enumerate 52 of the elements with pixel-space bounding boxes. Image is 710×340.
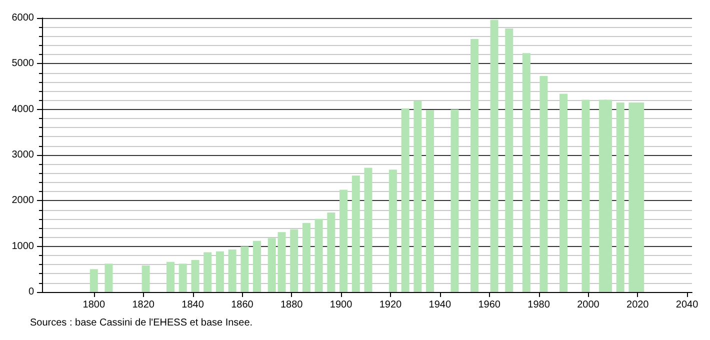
x-tick-label: 2000 <box>577 300 600 310</box>
bar <box>426 110 434 292</box>
bar <box>327 212 336 292</box>
x-tick-label: 1860 <box>231 300 254 310</box>
y-tick-label: 6000 <box>12 12 34 24</box>
x-tick-label: 1900 <box>330 300 353 310</box>
bar <box>414 100 422 292</box>
bar <box>559 94 568 292</box>
x-tick-label: 1940 <box>428 300 452 310</box>
y-tick-label: 2000 <box>12 195 34 206</box>
bar <box>352 176 360 292</box>
bar <box>450 109 459 292</box>
bar <box>340 190 348 292</box>
bar <box>470 39 479 292</box>
bar <box>191 260 200 292</box>
x-tick-label: 1840 <box>182 300 204 310</box>
bar <box>490 20 498 292</box>
x-tick-label: 1960 <box>478 300 501 310</box>
bar <box>253 240 262 292</box>
x-tick-label: 1880 <box>280 300 304 310</box>
x-tick-label: 1820 <box>132 300 155 310</box>
bar <box>240 246 249 292</box>
bar <box>204 252 212 292</box>
y-tick-label: 3000 <box>12 150 34 160</box>
bar <box>401 108 410 292</box>
y-tick-label: 0 <box>28 286 34 298</box>
bar <box>302 223 310 292</box>
bar <box>364 168 372 292</box>
x-tick-label: 2040 <box>676 300 699 310</box>
bar <box>178 264 187 292</box>
x-tick-label: 2020 <box>626 300 650 310</box>
bar <box>104 264 113 292</box>
bar <box>90 269 98 292</box>
source-note: Sources : base Cassini de l'EHESS et base Insee. <box>30 318 253 328</box>
bar <box>505 28 514 292</box>
bar <box>166 262 175 292</box>
y-tick-label: 1000 <box>12 240 34 252</box>
bar <box>388 170 397 292</box>
bar <box>540 76 548 292</box>
bar <box>314 218 323 292</box>
x-tick-label: 1920 <box>379 300 402 310</box>
y-tick-label: 4000 <box>12 104 34 115</box>
bar <box>582 100 590 292</box>
bar <box>216 251 224 292</box>
bar <box>616 102 624 292</box>
bar <box>228 250 236 292</box>
bar <box>522 53 530 292</box>
x-tick-label: 1800 <box>82 300 106 310</box>
bar <box>142 266 150 292</box>
bar <box>290 229 298 292</box>
x-tick-label: 1980 <box>528 300 550 310</box>
y-tick-label: 5000 <box>12 58 34 70</box>
